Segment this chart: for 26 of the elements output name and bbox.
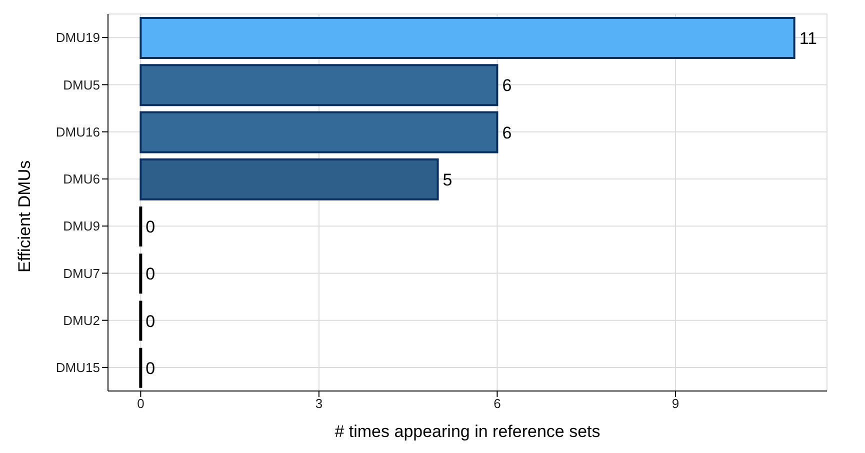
bar: [140, 158, 439, 200]
bar: [140, 111, 498, 154]
x-tick-label: 0: [137, 396, 144, 412]
bar: [140, 64, 498, 106]
y-tick-label: DMU2: [63, 312, 100, 328]
y-tick-label: DMU19: [56, 30, 100, 46]
x-tick-label: 6: [494, 396, 501, 412]
data-label: 6: [502, 76, 512, 96]
data-label: 0: [146, 264, 156, 284]
data-label: 11: [799, 29, 817, 48]
x-tick-label: 3: [315, 396, 323, 412]
y-tick-label: DMU15: [56, 360, 100, 376]
x-axis-title: # times appearing in reference sets: [334, 422, 600, 442]
y-tick-label: DMU9: [63, 218, 100, 234]
y-tick-label: DMU5: [63, 77, 100, 92]
x-tick-label: 9: [672, 396, 680, 412]
data-label: 6: [502, 123, 512, 142]
bar: [140, 17, 796, 59]
data-label: 0: [146, 312, 156, 331]
y-tick-label: DMU7: [63, 266, 100, 281]
y-axis-title: Efficient DMUs: [15, 160, 34, 272]
y-tick-label: DMU6: [63, 172, 100, 187]
data-label: 0: [146, 218, 156, 237]
data-label: 5: [442, 170, 452, 190]
y-tick-label: DMU16: [56, 124, 100, 140]
data-label: 0: [146, 358, 156, 378]
